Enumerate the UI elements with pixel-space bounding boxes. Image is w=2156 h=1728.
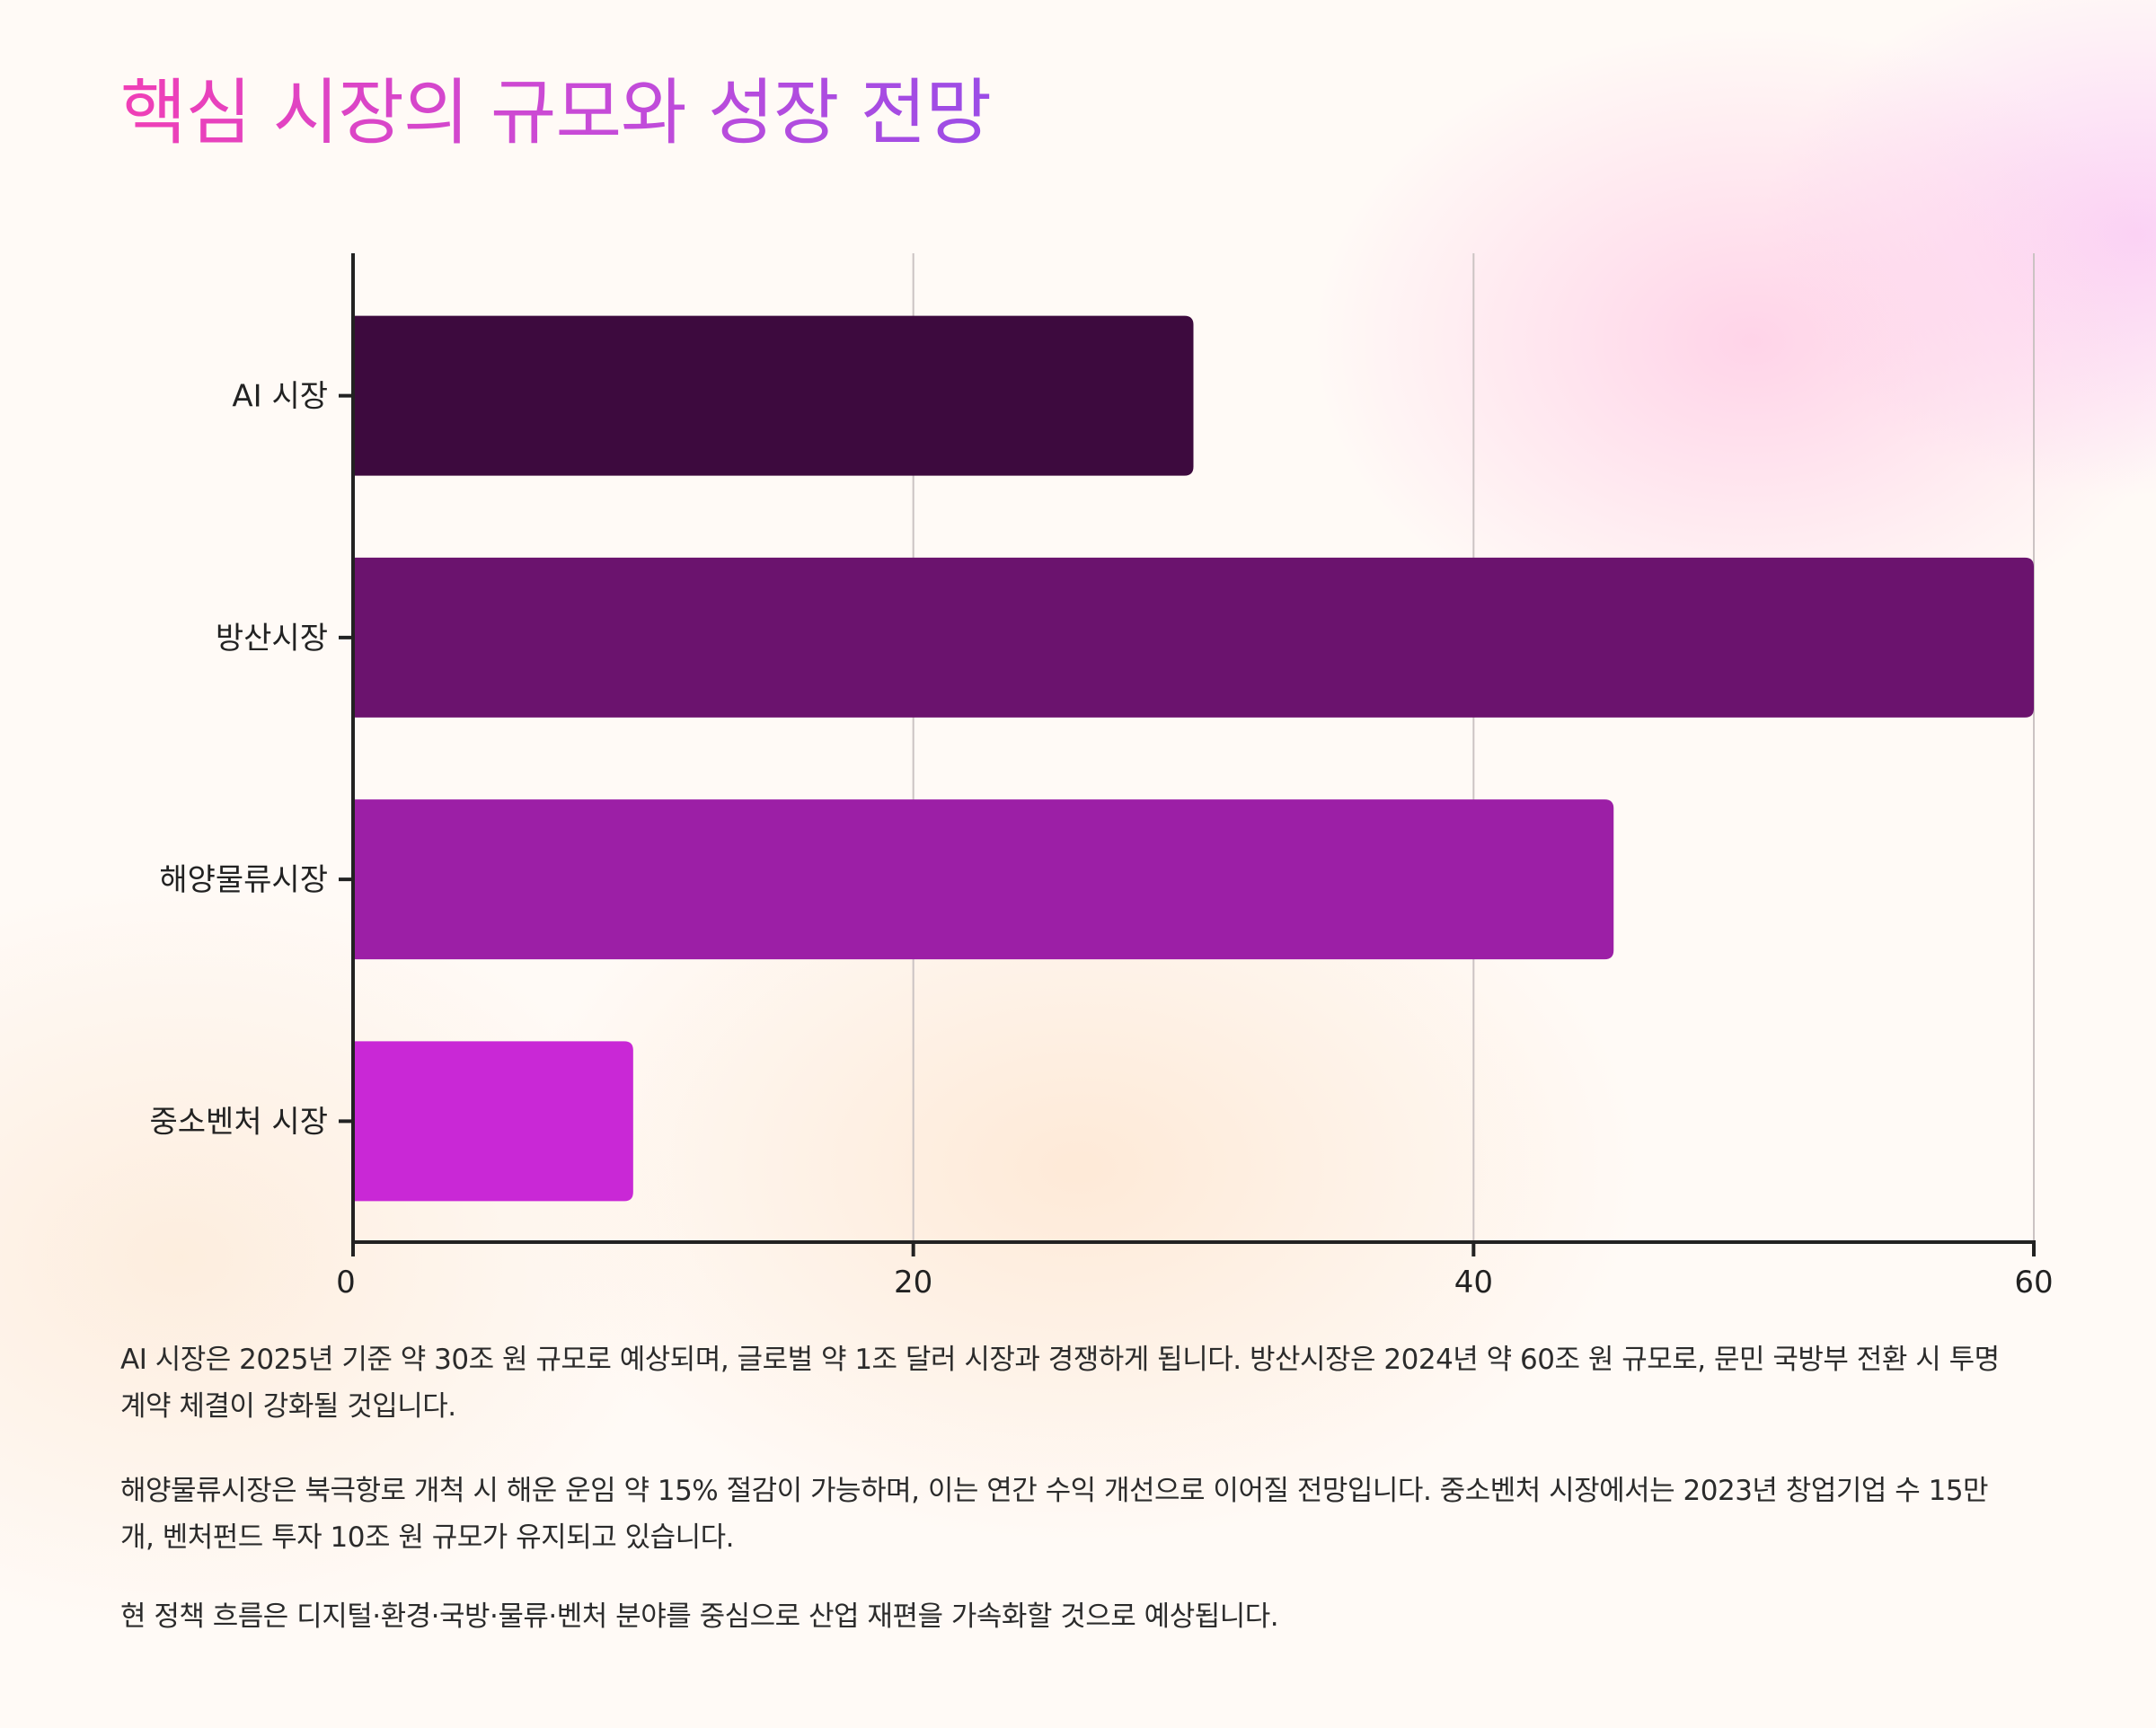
y-tick-label-1: 방산시장 — [216, 621, 328, 657]
x-tick-label-3: 60 — [2014, 1265, 2053, 1300]
x-tick-label-2: 40 — [1454, 1265, 1493, 1300]
y-tick-label-2: 해양물류시장 — [159, 862, 328, 898]
bar-3 — [353, 1041, 633, 1202]
y-tick-label-3: 중소벤처 시장 — [150, 1104, 329, 1140]
bar-0 — [353, 315, 1194, 476]
y-tick-label-0: AI 시장 — [232, 379, 328, 415]
x-tick-label-1: 20 — [894, 1265, 932, 1300]
bars — [353, 315, 2034, 1202]
axes — [339, 253, 2036, 1256]
x-tick-label-0: 0 — [336, 1265, 356, 1300]
description-paragraph-3: 현 정책 흐름은 디지털·환경·국방·물류·벤처 분야를 중심으로 산업 재편을… — [120, 1600, 1279, 1633]
description-paragraph-2: 해양물류시장은 북극항로 개척 시 해운 운임 약 15% 절감이 가능하며, … — [120, 1475, 1989, 1554]
bar-1 — [353, 557, 2034, 718]
page-title: 핵심 시장의 규모와 성장 전망 — [120, 71, 992, 154]
description-paragraph-1: AI 시장은 2025년 기준 약 30조 원 규모로 예상되며, 글로벌 약 … — [120, 1344, 2000, 1423]
bar-2 — [353, 799, 1614, 960]
